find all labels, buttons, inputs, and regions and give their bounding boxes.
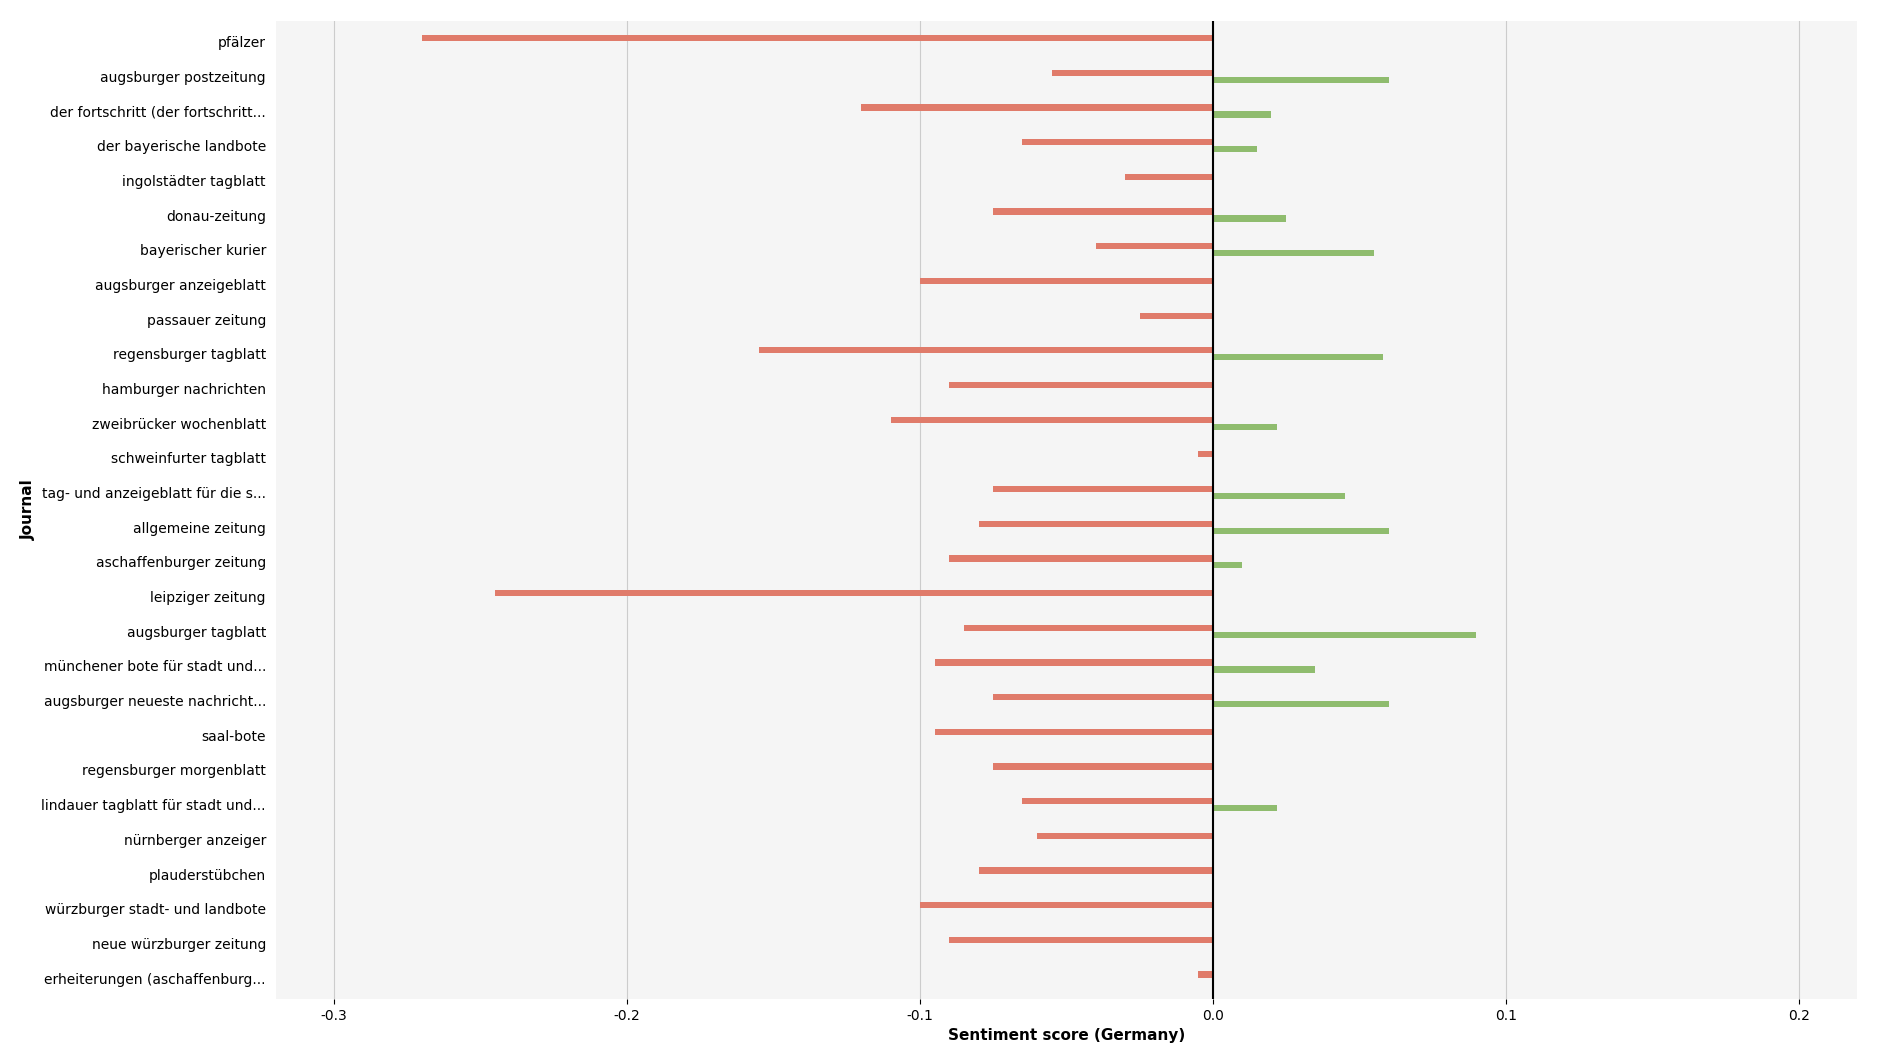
Bar xyxy=(1213,354,1382,361)
Bar xyxy=(920,278,1213,284)
Bar xyxy=(862,104,1213,111)
Bar xyxy=(1213,146,1256,152)
Bar xyxy=(978,867,1213,874)
Bar xyxy=(1213,701,1388,708)
Bar xyxy=(1198,451,1213,458)
Bar xyxy=(1213,632,1476,637)
Bar xyxy=(1213,423,1277,430)
Bar xyxy=(759,347,1213,353)
Bar xyxy=(948,936,1213,943)
Bar xyxy=(935,660,1213,666)
Bar xyxy=(993,486,1213,493)
Bar xyxy=(1052,70,1213,76)
Bar xyxy=(1095,244,1213,249)
Bar xyxy=(1198,971,1213,978)
Bar xyxy=(935,729,1213,735)
Bar xyxy=(1140,313,1213,319)
Bar xyxy=(890,417,1213,422)
Bar xyxy=(423,35,1213,41)
Bar xyxy=(1213,528,1388,534)
Bar xyxy=(1213,493,1345,499)
Bar xyxy=(1125,173,1213,180)
Bar xyxy=(993,694,1213,700)
X-axis label: Sentiment score (Germany): Sentiment score (Germany) xyxy=(948,1028,1185,1043)
Y-axis label: Journal: Journal xyxy=(21,480,36,541)
Bar xyxy=(978,520,1213,527)
Bar xyxy=(948,382,1213,388)
Bar xyxy=(1213,215,1286,221)
Bar xyxy=(1213,250,1375,256)
Bar xyxy=(963,625,1213,631)
Bar xyxy=(1213,77,1388,83)
Bar xyxy=(1213,805,1277,811)
Bar xyxy=(920,902,1213,909)
Bar xyxy=(993,763,1213,769)
Bar xyxy=(1213,562,1241,568)
Bar xyxy=(496,589,1213,596)
Bar xyxy=(1213,666,1315,672)
Bar xyxy=(993,209,1213,215)
Bar xyxy=(1213,112,1271,118)
Bar xyxy=(948,555,1213,562)
Bar xyxy=(1037,833,1213,839)
Bar xyxy=(1022,798,1213,804)
Bar xyxy=(1022,139,1213,146)
